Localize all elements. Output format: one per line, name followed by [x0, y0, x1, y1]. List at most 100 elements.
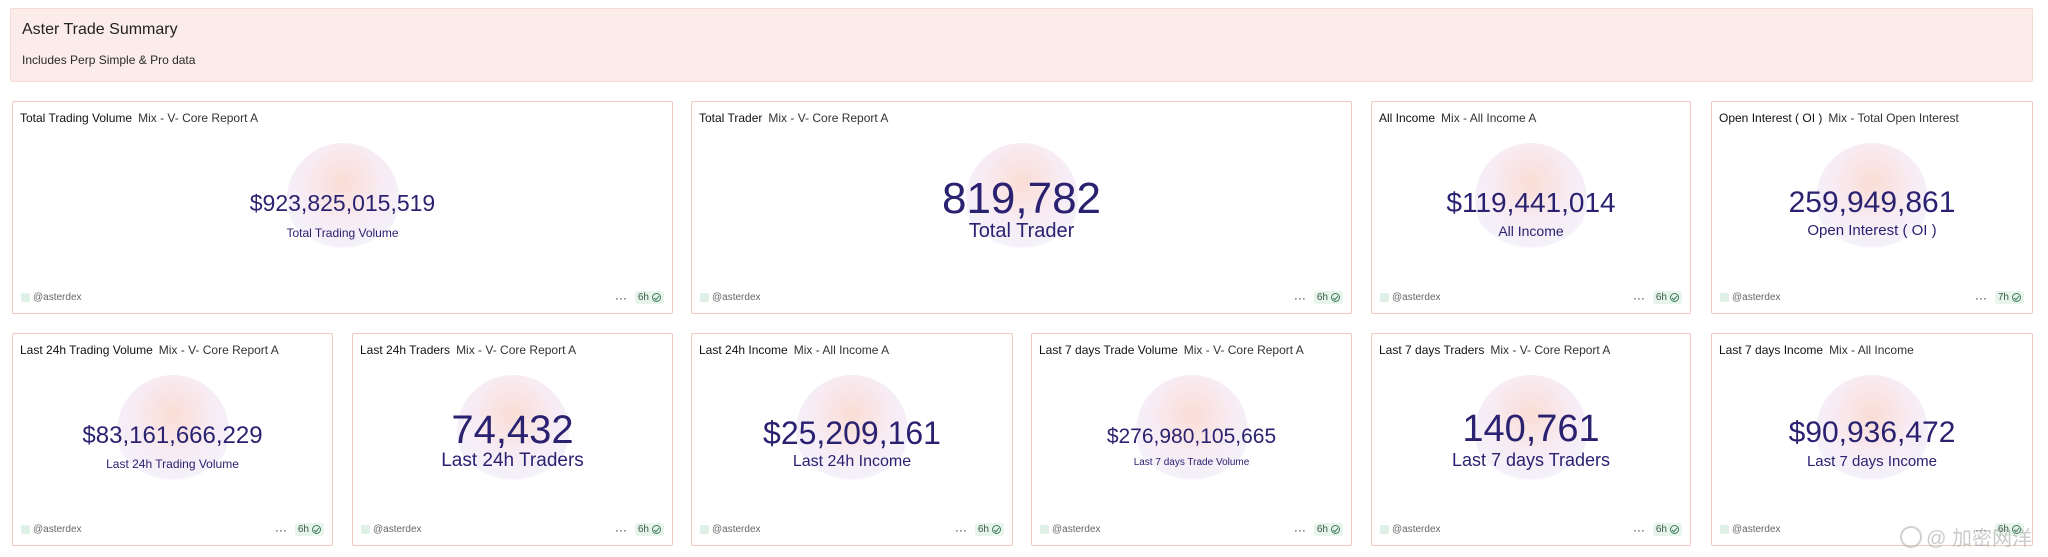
counter-glow	[1475, 142, 1587, 255]
owner-link[interactable]: @asterdex	[1380, 292, 1441, 303]
refresh-age-badge[interactable]: 6h	[1652, 523, 1682, 536]
watermark: @ 加密网洋	[1900, 522, 2032, 551]
check-circle-icon	[652, 293, 661, 302]
counter-glow	[796, 374, 908, 487]
card-footer: @asterdex ··· 6h	[700, 523, 1004, 537]
card-title[interactable]: Last 24h Income Mix - All Income A	[699, 343, 890, 357]
counter-glow	[1816, 374, 1928, 487]
counter-value: 259,949,861	[1788, 186, 1956, 219]
counter-value: $119,441,014	[1446, 187, 1616, 218]
more-options-icon[interactable]: ···	[614, 522, 627, 537]
counter-glow	[456, 374, 569, 487]
watermark-text: @ 加密网洋	[1926, 528, 2032, 550]
card-footer: @asterdex ··· 7h	[1720, 291, 2024, 305]
owner-link[interactable]: @asterdex	[1040, 524, 1101, 535]
owner-link[interactable]: @asterdex	[700, 524, 761, 535]
owner-link[interactable]: @asterdex	[21, 292, 82, 303]
counter-card[interactable]: Open Interest ( OI ) Mix - Total Open Int…	[1711, 101, 2033, 314]
counter-label: All Income	[1498, 223, 1564, 239]
more-options-icon[interactable]: ···	[1974, 290, 1987, 305]
card-footer: @asterdex ··· 6h	[21, 291, 664, 305]
owner-link[interactable]: @asterdex	[700, 292, 761, 303]
counter-card[interactable]: Last 7 days Traders Mix - V- Core Report …	[1371, 333, 1691, 546]
refresh-age-badge[interactable]: 6h	[634, 291, 664, 304]
more-options-icon[interactable]: ···	[1632, 522, 1645, 537]
card-footer: @asterdex ··· 6h	[1380, 523, 1682, 537]
refresh-age-badge[interactable]: 6h	[1313, 291, 1343, 304]
refresh-age-badge[interactable]: 6h	[1313, 523, 1343, 536]
counter-glow	[1135, 374, 1248, 487]
more-options-icon[interactable]: ···	[1632, 290, 1645, 305]
more-options-icon[interactable]: ···	[1974, 522, 1987, 537]
counter-label: Last 24h Trading Volume	[106, 457, 239, 471]
counter-label: Last 24h Traders	[441, 450, 584, 471]
counter-card[interactable]: Last 24h Traders Mix - V- Core Report A 7…	[352, 333, 673, 546]
refresh-age-badge[interactable]: 7h	[1994, 291, 2024, 304]
check-circle-icon	[1670, 525, 1679, 534]
owner-link[interactable]: @asterdex	[1720, 524, 1781, 535]
counter-value: 74,432	[451, 408, 574, 452]
counter-glow	[965, 142, 1078, 255]
counter-card[interactable]: All Income Mix - All Income A $119,441,01…	[1371, 101, 1691, 314]
counter-value: $90,936,472	[1788, 416, 1956, 449]
card-footer: @asterdex ··· 6h	[21, 523, 324, 537]
more-options-icon[interactable]: ···	[274, 522, 287, 537]
card-footer: @asterdex ··· 6h	[361, 523, 664, 537]
owner-link[interactable]: @asterdex	[1380, 524, 1441, 535]
counter-value: $276,980,105,665	[1106, 425, 1277, 448]
counter-glow	[1816, 142, 1928, 255]
refresh-age-badge[interactable]: 6h	[974, 523, 1004, 536]
counter-label: Total Trader	[968, 220, 1075, 242]
counter-glow	[1475, 374, 1587, 487]
refresh-age-badge[interactable]: 6h	[1652, 291, 1682, 304]
counter-glow	[116, 374, 229, 487]
avatar-icon	[700, 525, 709, 534]
counter-value: 140,761	[1462, 408, 1600, 450]
avatar-icon	[1380, 525, 1389, 534]
card-title[interactable]: Last 24h Trading Volume Mix - V- Core Rep…	[20, 343, 279, 357]
counter-value: 819,782	[941, 174, 1102, 223]
watermark-ring-icon	[1900, 525, 1923, 548]
owner-link[interactable]: @asterdex	[1720, 292, 1781, 303]
check-circle-icon	[992, 525, 1001, 534]
refresh-age-badge[interactable]: 6h	[294, 523, 324, 536]
refresh-age-badge[interactable]: 6h	[1994, 523, 2024, 536]
avatar-icon	[700, 293, 709, 302]
avatar-icon	[361, 525, 370, 534]
avatar-icon	[1380, 293, 1389, 302]
more-options-icon[interactable]: ···	[1293, 522, 1306, 537]
owner-link[interactable]: @asterdex	[21, 524, 82, 535]
counter-card[interactable]: Last 7 days Trade Volume Mix - V- Core Re…	[1031, 333, 1352, 546]
dashboard-subtitle: Includes Perp Simple & Pro data	[22, 53, 196, 67]
check-circle-icon	[2012, 293, 2021, 302]
counter-card[interactable]: Total Trading Volume Mix - V- Core Report…	[12, 101, 673, 314]
card-title[interactable]: Last 24h Traders Mix - V- Core Report A	[360, 343, 577, 357]
counter-card[interactable]: Last 24h Trading Volume Mix - V- Core Rep…	[12, 333, 333, 546]
more-options-icon[interactable]: ···	[614, 290, 627, 305]
card-title[interactable]: All Income Mix - All Income A	[1379, 111, 1537, 125]
check-circle-icon	[652, 525, 661, 534]
card-title[interactable]: Total Trading Volume Mix - V- Core Report…	[20, 111, 259, 125]
check-circle-icon	[1670, 293, 1679, 302]
counter-card[interactable]: Total Trader Mix - V- Core Report A 819,7…	[691, 101, 1352, 314]
check-circle-icon	[1331, 293, 1340, 302]
counter-card[interactable]: Last 7 days Income Mix - All Income $90,9…	[1711, 333, 2033, 546]
card-title[interactable]: Last 7 days Income Mix - All Income	[1719, 343, 1914, 357]
avatar-icon	[1040, 525, 1049, 534]
owner-link[interactable]: @asterdex	[361, 524, 422, 535]
counter-card[interactable]: Last 24h Income Mix - All Income A $25,20…	[691, 333, 1013, 546]
more-options-icon[interactable]: ···	[954, 522, 967, 537]
dashboard-header: Aster Trade Summary Includes Perp Simple…	[10, 8, 2033, 82]
card-title[interactable]: Total Trader Mix - V- Core Report A	[699, 111, 889, 125]
counter-label: Last 7 days Trade Volume	[1133, 457, 1250, 468]
counter-value: $25,209,161	[763, 415, 941, 451]
card-footer: @asterdex ··· 6h	[1720, 523, 2024, 537]
card-title[interactable]: Last 7 days Traders Mix - V- Core Report …	[1379, 343, 1611, 357]
refresh-age-badge[interactable]: 6h	[634, 523, 664, 536]
card-title[interactable]: Last 7 days Trade Volume Mix - V- Core Re…	[1039, 343, 1304, 357]
check-circle-icon	[312, 525, 321, 534]
avatar-icon	[1720, 525, 1729, 534]
more-options-icon[interactable]: ···	[1293, 290, 1306, 305]
card-title[interactable]: Open Interest ( OI ) Mix - Total Open Int…	[1719, 111, 1959, 125]
check-circle-icon	[1331, 525, 1340, 534]
